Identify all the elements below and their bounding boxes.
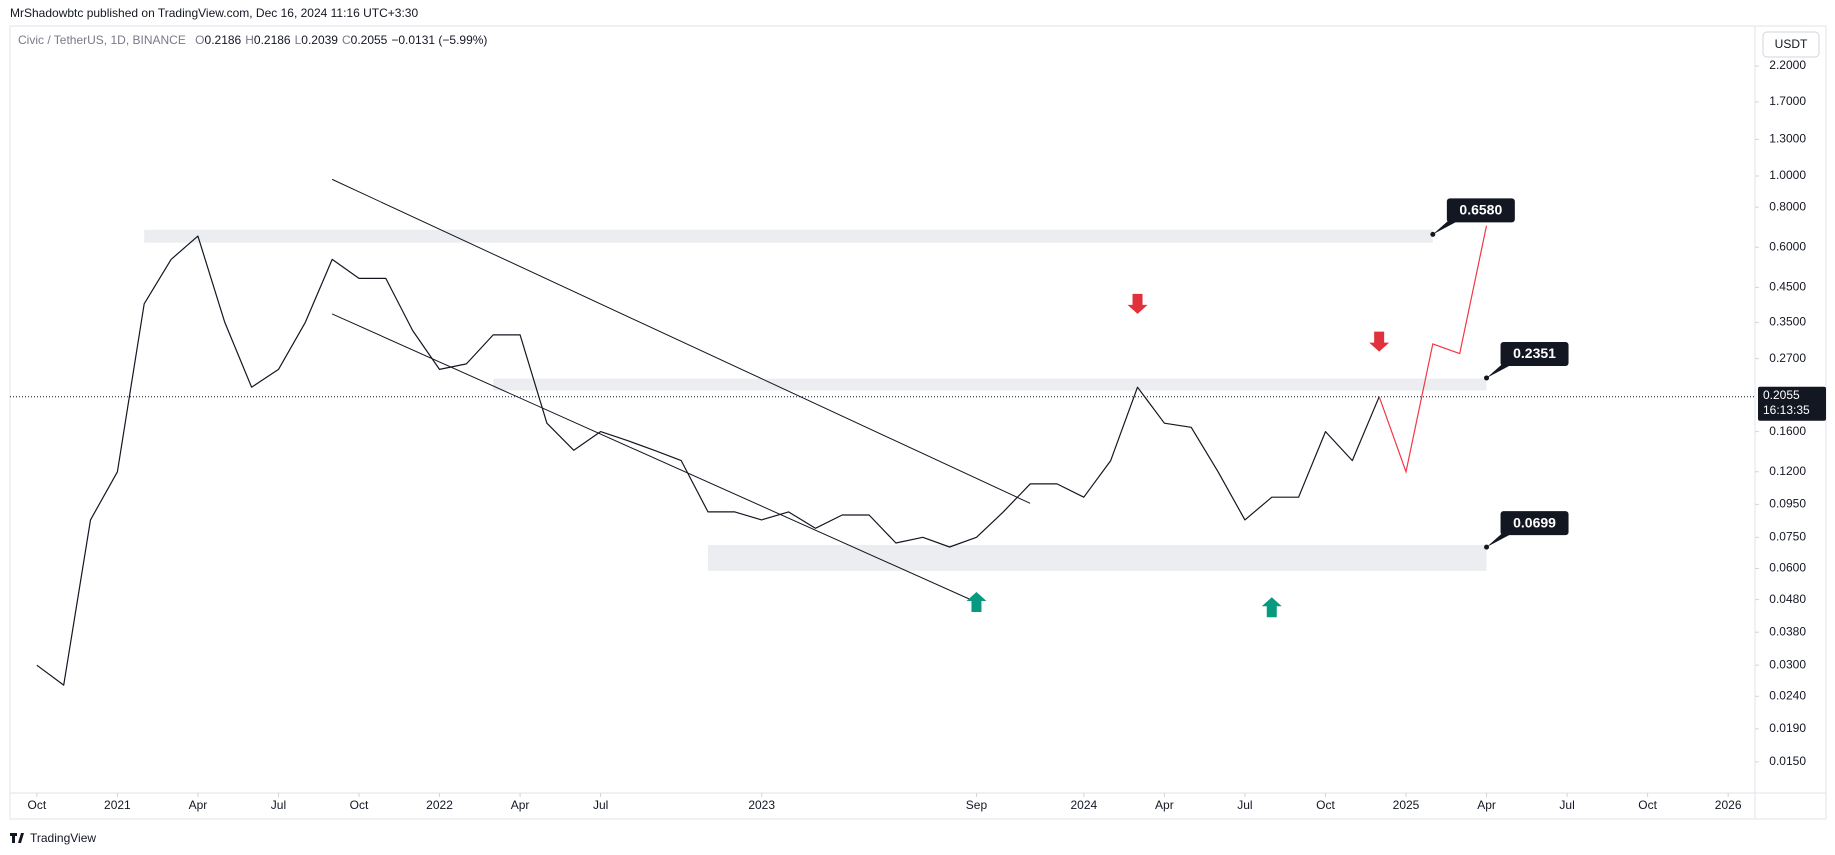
callout-box xyxy=(1446,198,1515,223)
callout-box xyxy=(1500,341,1569,366)
y-tick-label: 0.0950 xyxy=(1769,497,1806,511)
ohlc-key: L xyxy=(295,33,302,47)
x-tick-label: Apr xyxy=(1155,798,1174,812)
x-tick-label: 2025 xyxy=(1393,798,1420,812)
channel-line xyxy=(331,178,1031,504)
y-tick-label: 1.3000 xyxy=(1769,132,1806,146)
footer-logo: TradingView xyxy=(10,831,96,845)
currency[interactable]: USDT xyxy=(1775,37,1808,51)
y-tick-label: 1.7000 xyxy=(1769,94,1806,108)
x-tick-label: Oct xyxy=(28,798,47,812)
symbol: Civic / TetherUS, 1D, BINANCE xyxy=(18,33,186,47)
channel-line xyxy=(331,313,977,603)
zone xyxy=(493,378,1487,391)
countdown: 16:13:35 xyxy=(1763,403,1810,417)
y-tick-label: 0.8000 xyxy=(1769,199,1806,213)
signal-arrow xyxy=(966,591,987,612)
x-tick-label: Apr xyxy=(511,798,530,812)
symbol-legend: Civic / TetherUS, 1D, BINANCE O0.2186 H0.… xyxy=(18,33,487,47)
x-tick-label: Sep xyxy=(966,798,988,812)
x-tick-label: Jul xyxy=(271,798,286,812)
last-price-badge xyxy=(1758,386,1826,421)
y-tick-label: 1.0000 xyxy=(1769,168,1806,182)
level-label: 0.2351 xyxy=(1513,345,1556,361)
brand: TradingView xyxy=(30,831,96,845)
zone xyxy=(144,229,1433,243)
x-tick-label: Jul xyxy=(1559,798,1574,812)
x-tick-label: Oct xyxy=(1638,798,1657,812)
y-tick-label: 0.0480 xyxy=(1769,592,1806,606)
x-tick-label: Apr xyxy=(1477,798,1496,812)
zone xyxy=(708,544,1487,571)
y-tick-label: 2.2000 xyxy=(1769,58,1806,72)
x-tick-label: Oct xyxy=(350,798,369,812)
x-tick-label: Apr xyxy=(189,798,208,812)
x-tick-label: Jul xyxy=(593,798,608,812)
x-tick-label: 2023 xyxy=(748,798,775,812)
logo-icon xyxy=(10,833,24,843)
y-tick-label: 0.0150 xyxy=(1769,754,1806,768)
publisher: MrShadowbtc published on TradingView.com… xyxy=(10,6,418,20)
x-tick-label: 2021 xyxy=(104,798,131,812)
callout-box xyxy=(1500,511,1569,536)
ohlc-value: 0.2039 xyxy=(301,33,338,47)
y-tick-label: 0.1600 xyxy=(1769,424,1806,438)
ohlc-key: H xyxy=(245,33,254,47)
y-tick-label: 0.0300 xyxy=(1769,657,1806,671)
y-tick-label: 0.2700 xyxy=(1769,351,1806,365)
y-tick-label: 0.3500 xyxy=(1769,315,1806,329)
signal-arrow xyxy=(1369,331,1390,352)
y-tick-label: 0.0190 xyxy=(1769,721,1806,735)
x-tick-label: 2026 xyxy=(1715,798,1742,812)
y-tick-label: 0.4500 xyxy=(1769,280,1806,294)
y-tick-label: 0.1200 xyxy=(1769,464,1806,478)
change: −0.0131 (−5.99%) xyxy=(391,33,487,47)
projection-line xyxy=(1378,225,1488,475)
y-tick-label: 0.0380 xyxy=(1769,624,1806,638)
y-tick-label: 0.6000 xyxy=(1769,239,1806,253)
x-tick-label: Oct xyxy=(1316,798,1335,812)
x-tick-label: Jul xyxy=(1237,798,1252,812)
level-label: 0.6580 xyxy=(1459,202,1502,218)
y-tick-label: 0.0750 xyxy=(1769,530,1806,544)
y-tick-label: 0.0600 xyxy=(1769,561,1806,575)
x-tick-label: 2024 xyxy=(1070,798,1097,812)
x-tick-label: 2022 xyxy=(426,798,453,812)
level-label: 0.0699 xyxy=(1513,514,1556,530)
frame xyxy=(9,25,1827,820)
ohlc-key: C xyxy=(342,33,351,47)
ohlc-value: 0.2186 xyxy=(205,33,242,47)
ohlc-key: O xyxy=(195,33,204,47)
signal-arrow xyxy=(1261,597,1282,618)
y-tick-label: 0.0240 xyxy=(1769,688,1806,702)
price-line xyxy=(36,235,1380,686)
currency-button[interactable] xyxy=(1762,31,1820,58)
signal-arrow xyxy=(1127,293,1148,314)
ohlc-value: 0.2186 xyxy=(254,33,291,47)
ohlc-value: 0.2055 xyxy=(351,33,388,47)
last-price-label: 0.2055 xyxy=(1763,388,1800,402)
